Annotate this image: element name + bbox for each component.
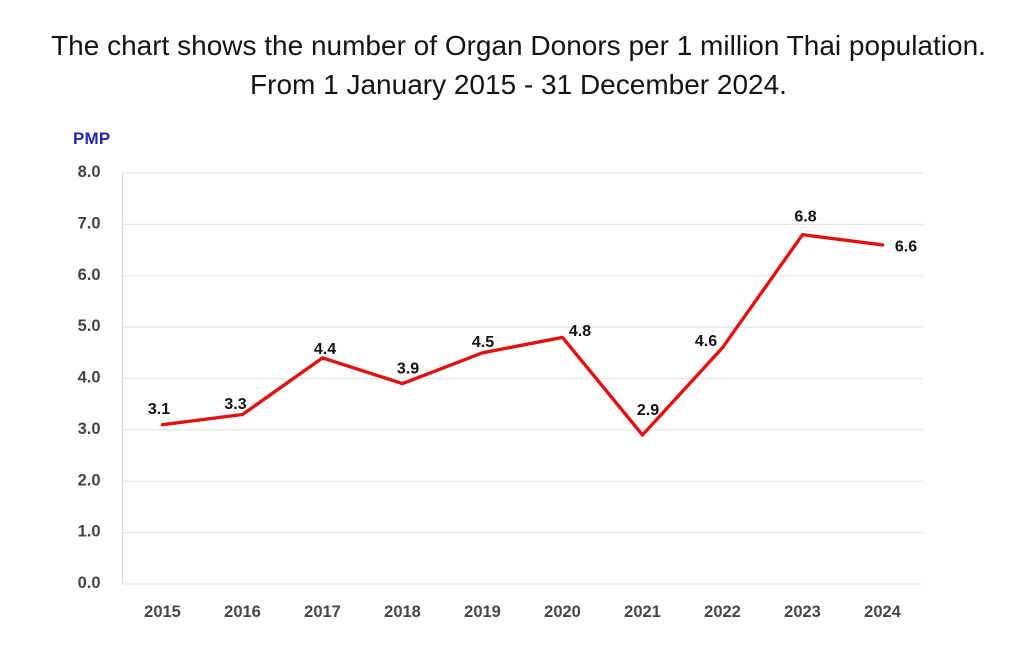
data-point-label: 6.8 (794, 208, 816, 225)
x-tick-label: 2024 (864, 603, 902, 621)
chart-title-line2: From 1 January 2015 - 31 December 2024. (250, 69, 787, 100)
y-axis-title: PMP (73, 129, 111, 148)
x-tick-label: 2015 (144, 603, 181, 621)
y-tick-label: 5.0 (78, 317, 101, 335)
data-point-label: 6.6 (895, 239, 917, 256)
x-tick-label: 2019 (464, 603, 501, 621)
x-tick-label: 2020 (544, 603, 581, 621)
x-tick-label: 2018 (384, 603, 421, 621)
data-point-label: 3.9 (397, 361, 419, 378)
y-tick-label: 0.0 (78, 574, 101, 592)
data-point-label: 4.5 (472, 334, 494, 351)
data-point-label: 4.4 (314, 341, 336, 358)
x-tick-label: 2022 (704, 603, 741, 621)
data-point-label: 2.9 (637, 402, 659, 419)
chart-title: The chart shows the number of Organ Dono… (12, 26, 1013, 104)
y-tick-label: 6.0 (78, 266, 101, 284)
y-tick-label: 1.0 (78, 523, 101, 541)
y-tick-label: 8.0 (78, 163, 101, 181)
data-point-label: 3.3 (224, 396, 246, 413)
x-tick-label: 2023 (784, 603, 821, 621)
x-tick-label: 2017 (304, 603, 341, 621)
y-tick-label: 2.0 (78, 471, 101, 489)
data-line-series (160, 232, 885, 437)
data-point-label: 3.1 (148, 401, 170, 418)
y-tick-label: 3.0 (78, 420, 101, 438)
y-tick-label: 4.0 (78, 369, 101, 387)
data-point-label: 4.8 (569, 323, 591, 340)
x-tick-label: 2016 (224, 603, 261, 621)
chart-title-line1: The chart shows the number of Organ Dono… (51, 30, 986, 61)
x-tick-label: 2021 (624, 603, 661, 621)
y-tick-label: 7.0 (78, 214, 101, 232)
data-point-label: 4.6 (695, 333, 717, 350)
